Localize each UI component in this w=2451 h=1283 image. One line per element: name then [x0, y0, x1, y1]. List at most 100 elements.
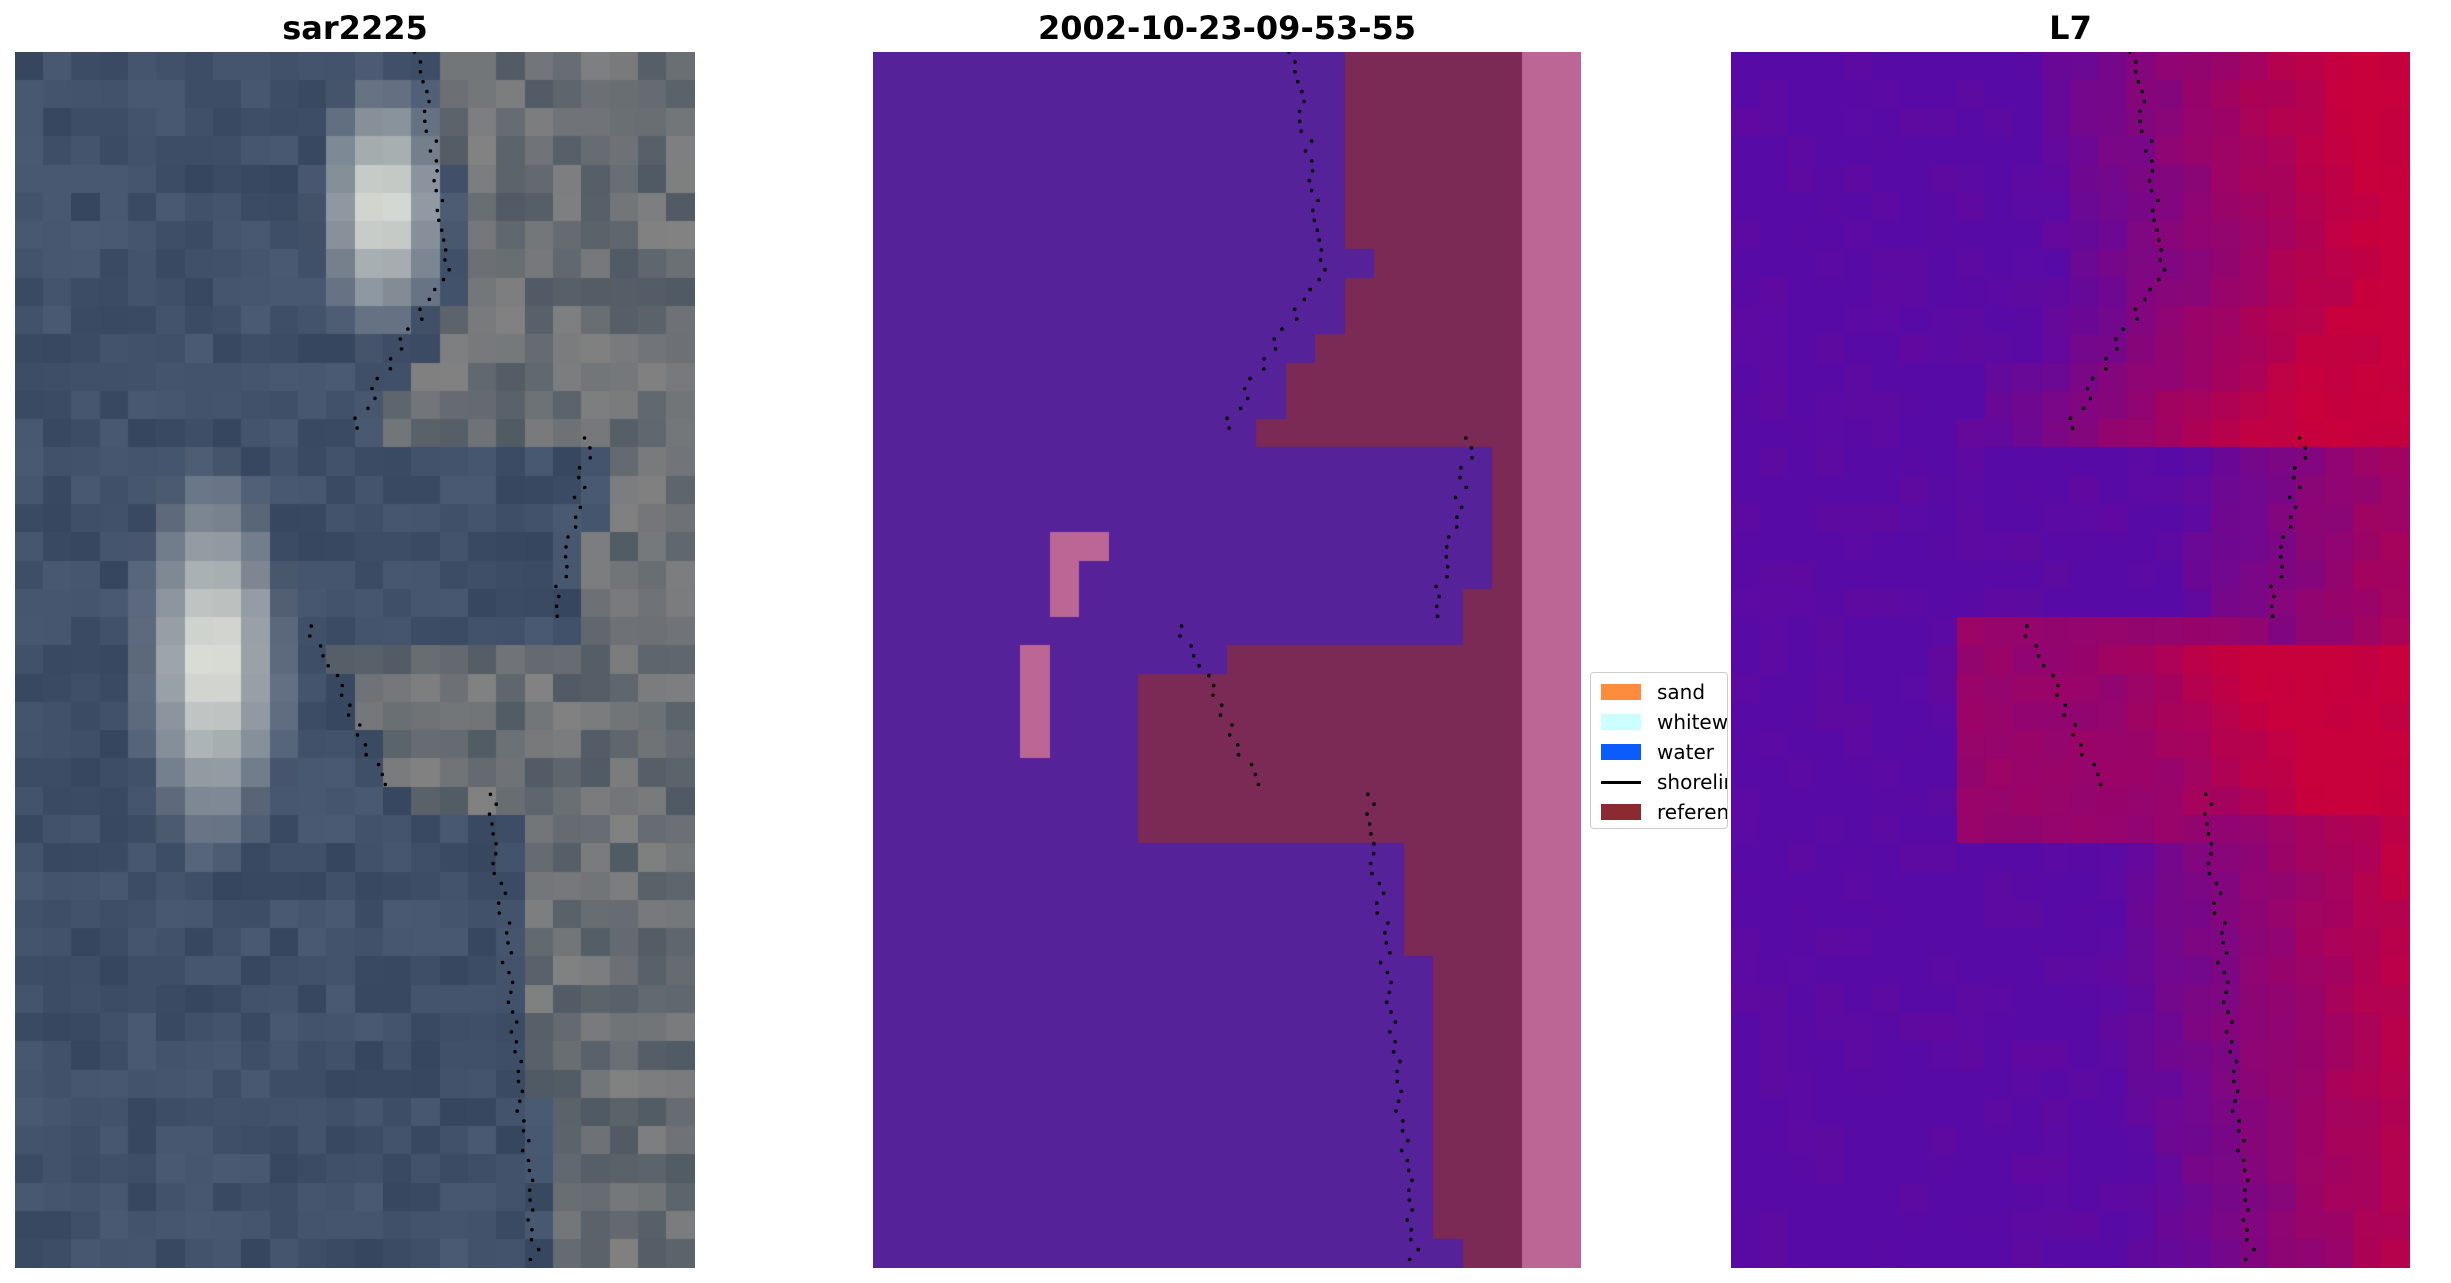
shoreline-point — [435, 169, 439, 173]
shoreline-point — [2298, 485, 2302, 490]
shoreline-point — [1391, 1049, 1396, 1054]
shoreline-point — [2115, 347, 2119, 351]
shoreline-point — [427, 99, 431, 104]
shoreline-point — [2156, 198, 2160, 203]
shoreline-point — [2230, 1020, 2234, 1024]
shoreline-point — [1370, 871, 1374, 876]
shoreline-point — [530, 1228, 534, 1232]
shoreline-point — [2071, 733, 2075, 737]
shoreline-point — [2158, 258, 2163, 262]
shoreline-point — [2244, 1237, 2249, 1242]
shoreline-point — [497, 911, 502, 915]
shoreline-point — [2139, 129, 2144, 133]
shoreline-point — [2025, 624, 2029, 628]
shoreline-point — [1445, 574, 1449, 579]
shoreline-point — [380, 772, 385, 777]
shoreline-point — [1395, 1079, 1399, 1084]
shoreline-point — [1394, 1109, 1398, 1113]
shoreline-point — [2203, 792, 2208, 797]
shoreline-point — [2133, 307, 2138, 312]
legend-item-sand: sand — [1591, 679, 1727, 704]
shoreline-point — [536, 1247, 541, 1252]
shoreline-point — [519, 1059, 523, 1064]
shoreline-point — [424, 129, 429, 133]
shoreline-point — [1245, 396, 1250, 401]
shoreline-point — [355, 426, 359, 430]
shoreline-point — [412, 52, 417, 54]
shoreline-point — [2152, 218, 2156, 223]
shoreline-point — [577, 475, 581, 480]
shoreline-point — [588, 446, 592, 450]
shoreline-point — [1459, 505, 1464, 510]
shoreline-point — [2209, 802, 2214, 806]
shoreline-point — [2223, 921, 2227, 925]
shoreline-point — [2287, 495, 2292, 500]
shoreline-point — [2142, 297, 2147, 302]
shoreline-point — [2279, 545, 2283, 549]
shoreline-point — [2241, 1158, 2246, 1163]
shoreline-point — [515, 1109, 519, 1113]
shoreline-point — [582, 485, 587, 490]
shoreline-point — [2148, 287, 2152, 292]
shoreline-point — [1407, 1257, 1412, 1262]
legend-item-whitewater: whitewater — [1591, 709, 1727, 734]
shoreline-point — [1405, 1158, 1410, 1163]
shoreline-point — [1179, 624, 1184, 628]
shoreline-point — [507, 970, 511, 975]
shoreline-point — [503, 891, 508, 896]
shoreline-point — [565, 564, 569, 569]
shoreline-point — [2162, 267, 2167, 272]
shoreline-point — [2138, 109, 2142, 114]
shoreline-point — [2280, 564, 2284, 569]
shoreline-point — [2214, 881, 2219, 886]
shoreline-point — [2144, 149, 2148, 153]
shoreline-point — [2203, 812, 2207, 816]
shoreline-point — [2041, 663, 2046, 668]
shoreline-point — [504, 931, 509, 935]
shoreline-point — [340, 683, 345, 688]
shoreline-point — [2140, 89, 2145, 94]
shoreline-point — [2079, 752, 2084, 757]
shoreline-point — [2216, 960, 2220, 965]
shoreline-point — [2237, 1129, 2241, 1133]
shoreline-point — [2150, 159, 2154, 163]
shoreline-point — [518, 1099, 522, 1103]
legend-label: shoreline — [1657, 770, 1727, 794]
shoreline-point — [1293, 70, 1297, 74]
shoreline-point — [2136, 79, 2141, 84]
shoreline-point — [321, 654, 325, 658]
shoreline-point — [2246, 1208, 2250, 1212]
shoreline-point — [2023, 634, 2028, 638]
shoreline-point — [2242, 1168, 2247, 1173]
shoreline-point — [510, 1010, 515, 1014]
shoreline-point — [2241, 1218, 2246, 1222]
shoreline-point — [1458, 475, 1462, 480]
shoreline-point — [2252, 1247, 2256, 1252]
rgb-image-panel — [15, 52, 695, 1268]
panel-title-rgb: sar2225 — [282, 9, 428, 47]
shoreline-point — [2243, 1198, 2248, 1202]
shoreline-point — [1236, 743, 1240, 747]
shoreline-point — [1248, 376, 1252, 381]
shoreline-point — [434, 159, 439, 163]
shoreline-point — [1434, 584, 1438, 589]
shoreline-point — [2242, 1138, 2246, 1143]
shoreline-point — [2212, 901, 2216, 905]
shoreline-point — [1409, 1228, 1413, 1232]
shoreline-point — [2079, 743, 2083, 747]
shoreline-point — [2269, 604, 2274, 609]
shoreline-point — [370, 386, 374, 391]
shoreline-point — [1372, 842, 1376, 846]
whitewater-swatch — [1601, 714, 1641, 730]
shoreline-point — [2135, 317, 2140, 322]
shoreline-point — [554, 584, 558, 589]
shoreline-point — [491, 832, 496, 836]
shoreline-point — [2209, 842, 2214, 846]
shoreline-point — [509, 990, 513, 995]
shoreline-point — [421, 79, 425, 84]
shoreline-point — [1302, 99, 1306, 104]
shoreline-point — [2289, 515, 2293, 519]
shoreline-point — [2289, 525, 2293, 529]
shoreline-point — [2228, 1049, 2233, 1054]
shoreline-point — [2293, 505, 2298, 510]
